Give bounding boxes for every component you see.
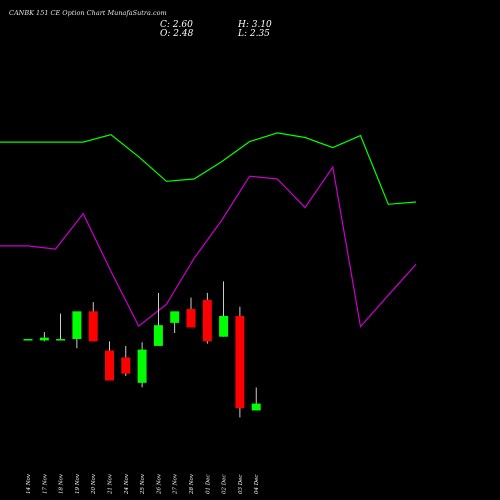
candle-body [137,349,147,383]
candle [153,292,163,346]
x-tick-label: 03 Dec [238,475,244,495]
x-tick-label: 28 Nov [189,473,195,495]
candle-body [39,337,49,341]
x-tick-label: 27 Nov [173,473,179,495]
candle [23,339,33,341]
open-value: O: 2.48 [160,29,194,39]
candle-body [23,339,33,341]
x-tick-label: 01 Dec [205,475,211,495]
candle [72,311,82,349]
high-value: H: 3.10 [238,20,272,30]
candle [202,292,212,344]
x-tick-label: 26 Nov [156,473,162,495]
chart-title: CANBK 151 CE Option Chart MunafaSutra.co… [9,9,167,17]
candle-body [105,350,114,381]
candle [251,387,261,411]
candle-body [88,311,98,342]
x-tick-label: 24 Nov [124,473,130,495]
candle [219,281,229,337]
candle-body [251,403,261,411]
candle-body [186,309,196,328]
candle [170,311,180,334]
candle-body [219,315,229,337]
x-tick-label: 14 Nov [26,473,32,494]
candle-body [170,311,180,323]
candle [137,342,147,388]
candle [88,302,98,342]
candle-body [56,339,66,341]
x-tick-label: 18 Nov [59,473,65,494]
candle [105,341,114,381]
candle-body [235,315,245,409]
candle [186,297,196,328]
candle [39,332,49,342]
overlay-line-lower [0,165,417,328]
overlay-line-upper [0,132,417,205]
x-tick-label: 02 Dec [222,475,228,495]
candle-body [202,299,212,342]
x-tick-label: 19 Nov [75,473,81,494]
x-tick-label: 21 Nov [108,473,114,495]
close-value: C: 2.60 [160,20,193,30]
x-tick-label: 20 Nov [91,473,97,495]
candle [121,345,131,376]
x-tick-label: 04 Dec [254,475,260,495]
low-value: L: 2.35 [238,29,270,39]
candle [235,306,245,418]
candle-body [72,311,82,340]
x-tick-label: 17 Nov [42,473,48,494]
candle [56,313,66,341]
candle-body [121,357,131,374]
x-tick-label: 25 Nov [140,473,146,495]
candle-body [153,325,163,346]
